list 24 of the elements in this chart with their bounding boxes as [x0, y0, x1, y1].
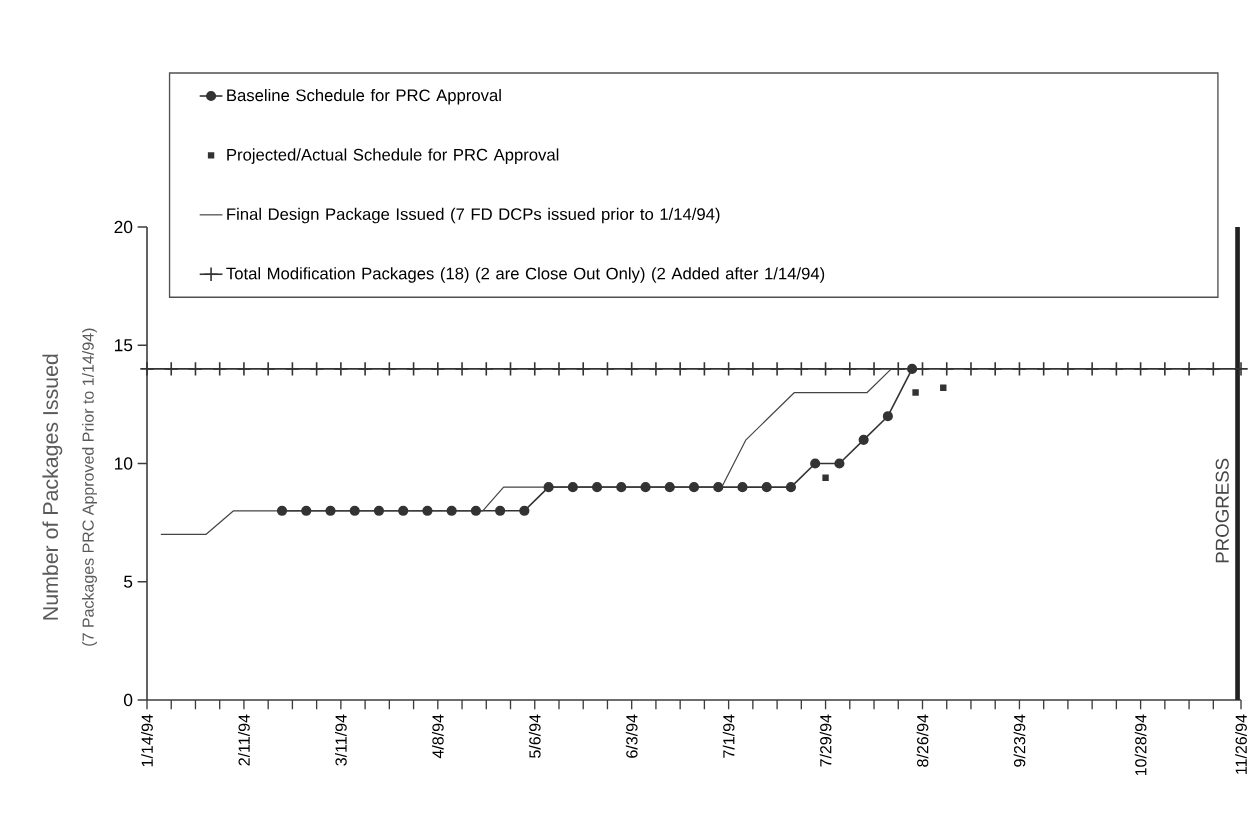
x-tick-label: 4/8/94: [431, 714, 444, 759]
x-tick-label: 6/3/94: [625, 714, 638, 758]
x-tick-label: 11/26/94: [1235, 714, 1247, 774]
legend-label: Total Modification Packages (18) (2 are Close Out Only) (2 Added after 1/14/94): [226, 267, 825, 283]
x-tick-label: 7/29/94: [819, 714, 832, 767]
x-tick-label: 2/11/94: [238, 714, 250, 766]
x-tick-label: 3/11/94: [335, 714, 347, 766]
x-tick-label: 8/26/94: [916, 714, 929, 767]
y-tick-label: 15: [114, 339, 133, 352]
text: (7 Packages PRC Approved Prior to 1/14/94): [82, 328, 97, 646]
y-axis-title: Number of Packages Issued: [42, 354, 63, 620]
y-tick-label: 0: [123, 693, 133, 707]
y-tick-label: 5: [124, 575, 133, 588]
y-tick-label: 20: [114, 220, 133, 234]
x-tick-label: 9/23/94: [1013, 714, 1026, 767]
legend-label: Projected/Actual Schedule for PRC Approval: [227, 148, 559, 164]
legend-label: Final Design Package Issued (7 FD DCPs issued prior to 1/14/94): [227, 207, 720, 224]
x-tick-label: 7/1/94: [722, 714, 735, 758]
ref-line-label: PROGRESS: [1215, 458, 1229, 563]
x-tick-label: 1/14/94: [141, 714, 153, 767]
x-tick-label: 5/6/94: [528, 714, 541, 758]
y-tick-label: 10: [114, 457, 133, 470]
x-tick-label: 10/28/94: [1134, 714, 1147, 776]
legend-label: Baseline Schedule for PRC Approval: [227, 88, 501, 105]
